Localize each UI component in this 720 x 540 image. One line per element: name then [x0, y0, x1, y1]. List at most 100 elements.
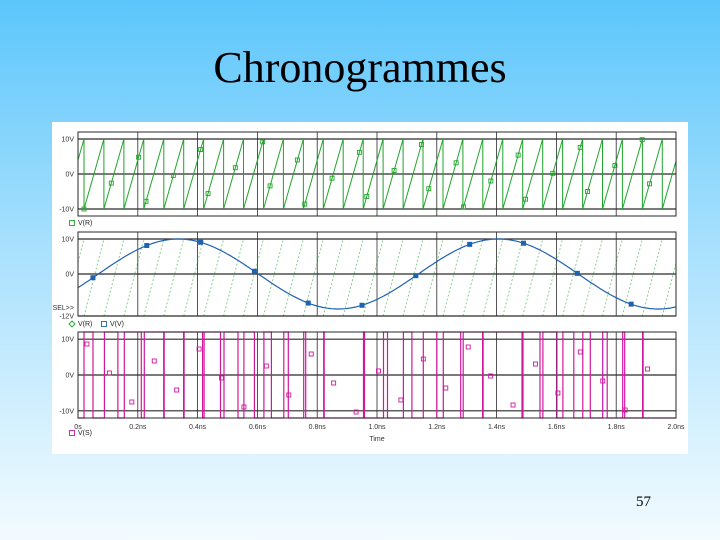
series-marker-v-s [488, 373, 494, 379]
series-marker-v-s [129, 399, 135, 405]
series-marker-v-r [205, 191, 211, 197]
series-marker-v-s [151, 358, 157, 364]
series-marker-v-s [84, 341, 90, 347]
y-tick-label: -10V [59, 207, 74, 214]
panel-frame [77, 331, 677, 419]
series-line-v-r [77, 138, 677, 210]
series-marker-v-v [198, 239, 204, 245]
series-marker-v-r [488, 178, 494, 184]
series-marker-v-v [251, 268, 257, 274]
y-tick-label: -10V [59, 408, 74, 415]
series-marker-v-r [577, 144, 583, 150]
series-marker-v-v [90, 275, 96, 281]
series-marker-v-s [174, 387, 180, 393]
series-marker-v-s [196, 346, 202, 352]
series-marker-v-r [418, 142, 424, 148]
series-marker-v-r [170, 172, 176, 178]
x-tick-label: 1.2ns [428, 424, 446, 431]
series-marker-v-r [108, 180, 114, 186]
series-marker-v-r [267, 183, 273, 189]
series-marker-v-v [359, 302, 365, 308]
series-marker-v-v [521, 240, 527, 246]
series-marker-v-r [302, 201, 308, 207]
series-marker-v-s [443, 385, 449, 391]
legend-label: V(R) [78, 321, 92, 328]
x-tick-label: 0.8ns [309, 424, 327, 431]
series-marker-v-r [329, 175, 335, 181]
series-marker-v-s [555, 390, 561, 396]
y-tick-label: -12V [59, 314, 74, 321]
label-layer: 10V 0V -10V 10V 0V SEL>> -12V 10V 0V -10V 0s 0.2ns 0… [53, 137, 685, 444]
series-marker-v-s [263, 363, 269, 369]
series-marker-v-s [398, 397, 404, 403]
legend-label: V(V) [110, 321, 124, 328]
series-marker-v-r [391, 168, 397, 173]
series-marker-v-r [426, 186, 432, 192]
series-marker-v-s [241, 404, 247, 410]
x-tick-label: 0.4ns [189, 424, 207, 431]
plot-background [52, 122, 688, 454]
series-marker-v-v [574, 270, 580, 276]
x-tick-label: 2.0ns [667, 424, 685, 431]
series-marker-v-s [645, 366, 651, 372]
series-marker-v-s [510, 402, 516, 408]
series-marker-v-r [364, 193, 370, 199]
series-marker-v-v [305, 300, 311, 306]
series-marker-v-r [143, 198, 149, 204]
x-tick-label: 1.0ns [368, 424, 386, 431]
x-tick-label: 1.6ns [548, 424, 566, 431]
series-marker-v-r [523, 196, 528, 202]
series-marker-v-s [286, 392, 292, 398]
y-tick-label: 0V [65, 172, 74, 179]
series-marker-v-s [577, 349, 583, 355]
series-marker-v-r [515, 152, 521, 158]
series-marker-v-v [467, 241, 473, 247]
series-marker-v-r [136, 154, 142, 160]
panel-frame [77, 131, 677, 217]
x-tick-label: 0.2ns [129, 424, 147, 431]
x-tick-label: 0s [74, 424, 82, 431]
series-marker-v-r [81, 206, 87, 212]
series-marker-v-r [550, 170, 556, 176]
y-tick-label: 0V [65, 272, 74, 279]
series-marker-v-r [294, 157, 300, 163]
x-tick-label: 1.8ns [608, 424, 626, 431]
series-marker-v-s [420, 356, 426, 362]
y-tick-label: SEL>> [53, 305, 74, 312]
legend-label: V(R) [78, 220, 92, 227]
series-marker-v-s [308, 351, 314, 357]
series-marker-v-v [413, 273, 419, 279]
series-marker-v-s [106, 370, 112, 376]
series-marker-v-s [331, 380, 337, 386]
series-marker-v-r [612, 163, 618, 169]
series-marker-v-s [219, 375, 224, 381]
series-marker-v-r [453, 160, 459, 166]
y-tick-label: 10V [62, 237, 75, 244]
series-marker-v-v [144, 243, 150, 249]
legend-marker [69, 430, 75, 436]
series-marker-v-v [628, 301, 634, 307]
y-tick-label: 0V [65, 373, 74, 380]
series-marker-v-r [260, 139, 266, 145]
series-marker-v-s [376, 368, 381, 374]
series-marker-v-r [356, 149, 362, 155]
series-marker-v-s [533, 361, 538, 367]
legend-marker [69, 220, 75, 226]
page-number: 57 [636, 494, 651, 510]
legend-marker [101, 321, 107, 327]
series-marker-v-r [585, 189, 590, 194]
series-marker-v-r [461, 204, 466, 210]
series-marker-v-s [465, 344, 471, 350]
series-marker-v-s [353, 409, 359, 415]
legend-label: V(S) [78, 430, 92, 437]
series-marker-v-r [198, 147, 204, 152]
x-tick-label: 1.4ns [488, 424, 506, 431]
y-tick-label: 10V [62, 137, 75, 144]
series-marker-v-s [622, 407, 628, 413]
series-marker-v-r [232, 165, 238, 171]
x-tick-label: 0.6ns [249, 424, 267, 431]
x-axis-label: Time [369, 436, 384, 443]
slide-title: Chronogrammes [213, 43, 507, 92]
y-tick-label: 10V [62, 337, 75, 344]
